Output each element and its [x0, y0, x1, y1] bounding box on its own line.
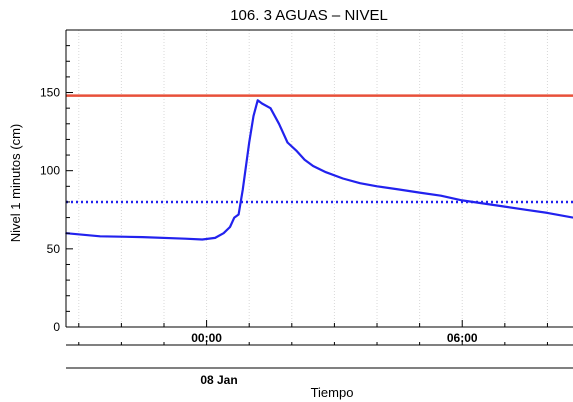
data-point [303, 158, 306, 161]
data-point [278, 122, 280, 125]
data-point [286, 141, 289, 144]
x-tick-label: 00:00 [191, 331, 222, 345]
data-point [242, 188, 244, 191]
data-point [504, 205, 506, 208]
data-point [252, 115, 255, 117]
data-point [261, 102, 263, 105]
data-point [312, 165, 314, 167]
x-axis-ticks: 00:00 06:00 [78, 320, 548, 345]
data-point [256, 99, 259, 102]
y-tick-label: 0 [53, 320, 60, 334]
series-line [65, 99, 573, 241]
y-tick-label: 100 [40, 164, 60, 178]
data-point [214, 237, 216, 239]
data-point [184, 237, 187, 240]
y-axis-ticks: 0 50 100 150 [40, 45, 73, 334]
data-point [342, 177, 344, 180]
data-point [525, 208, 527, 211]
data-point [295, 149, 297, 152]
data-point [269, 107, 272, 109]
data-point [546, 212, 549, 214]
data-point [418, 191, 421, 194]
data-point [141, 236, 144, 238]
date-label: 08 Jan [200, 373, 237, 387]
reference-lines [66, 94, 573, 204]
data-point [325, 171, 327, 174]
data-point [461, 199, 464, 202]
y-tick-label: 150 [40, 86, 60, 100]
data-point [99, 235, 101, 238]
series-layer [65, 99, 573, 241]
data-point [237, 213, 240, 216]
data-point [397, 188, 400, 191]
data-point [248, 141, 251, 144]
data-point [440, 194, 442, 197]
x-tick-label: 06:00 [447, 331, 478, 345]
data-point [376, 185, 378, 188]
y-tick-label: 50 [47, 242, 61, 256]
y-axis-label: Nivel 1 minutos (cm) [8, 124, 23, 242]
data-point [201, 238, 204, 241]
data-point [482, 202, 485, 205]
plot-frame [65, 29, 573, 369]
chart-title: 106. 3 AGUAS – NIVEL [230, 7, 388, 24]
data-point [229, 226, 231, 228]
x-axis-label: Tiempo [311, 385, 354, 400]
vertical-grid [78, 30, 548, 327]
data-point [233, 216, 236, 219]
data-point [222, 232, 225, 235]
data-point [359, 182, 361, 184]
